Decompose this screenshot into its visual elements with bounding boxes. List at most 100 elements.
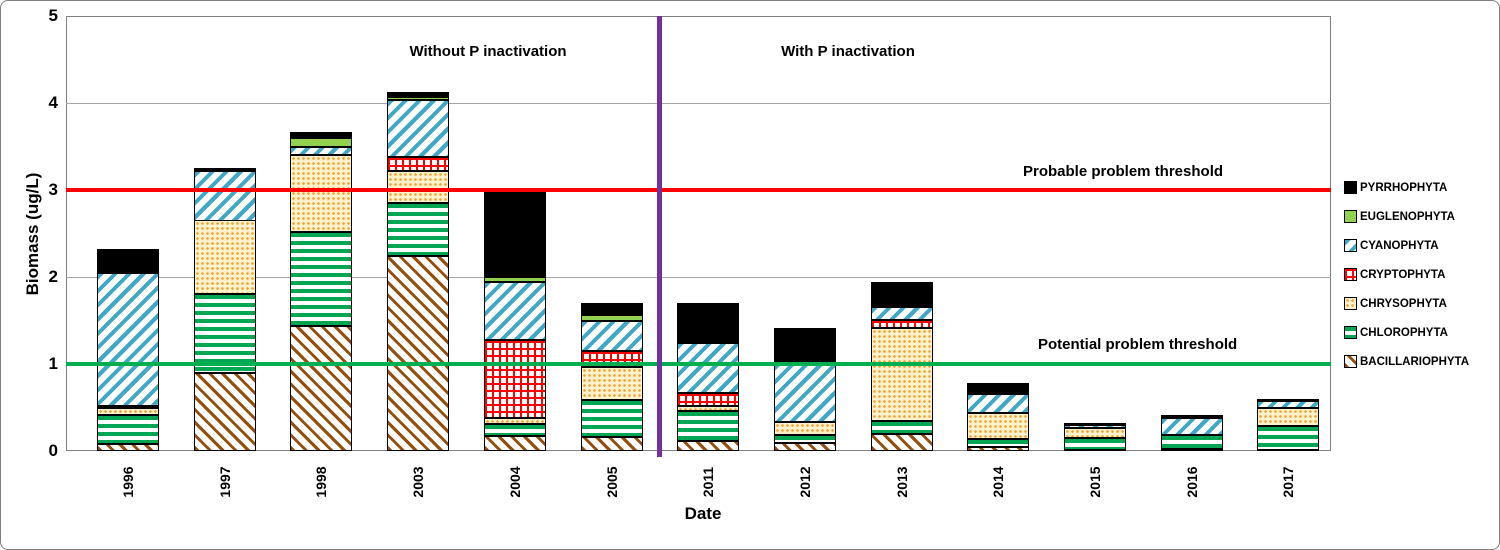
bar-segment-cryptophyta-2003 xyxy=(387,157,450,171)
legend-label: CHRYSOPHYTA xyxy=(1360,297,1447,310)
bar-segment-cyanophyta-2013 xyxy=(870,307,933,320)
bar-segment-chlorophyta-2016 xyxy=(1160,435,1223,450)
bar-segment-cryptophyta-1996 xyxy=(97,405,159,409)
section-label-without: Without P inactivation xyxy=(409,43,567,60)
x-tick-label-2003: 2003 xyxy=(410,466,427,498)
bar-2017 xyxy=(1257,16,1320,451)
bar-segment-pyrrhophyta-2013 xyxy=(870,282,933,308)
x-tick-label-2005: 2005 xyxy=(603,466,620,498)
bar-segment-pyrrhophyta-1998 xyxy=(290,131,353,138)
legend-swatch-chlorophyta xyxy=(1344,326,1357,339)
bar-segment-chlorophyta-1997 xyxy=(193,294,256,373)
period-divider-line xyxy=(657,16,662,457)
bar-segment-bacillariophyta-2011 xyxy=(677,440,740,451)
bar-segment-chrysophyta-2004 xyxy=(483,417,546,424)
bar-segment-chlorophyta-2005 xyxy=(580,399,643,438)
bar-segment-cyanophyta-1997 xyxy=(193,170,256,221)
bar-2003 xyxy=(387,16,450,451)
y-tick-label-4: 4 xyxy=(48,93,58,112)
bar-2016 xyxy=(1160,16,1223,451)
bar-segment-bacillariophyta-2004 xyxy=(483,436,546,451)
bar-segment-chlorophyta-2004 xyxy=(483,424,546,437)
bar-segment-chrysophyta-2015 xyxy=(1064,427,1126,438)
threshold-line-potential xyxy=(66,361,1331,367)
bar-segment-pyrrhophyta-2003 xyxy=(387,91,450,97)
bar-segment-pyrrhophyta-2011 xyxy=(677,303,740,341)
x-tick-label-2017: 2017 xyxy=(1280,466,1297,498)
bar-segment-chrysophyta-1997 xyxy=(193,220,256,295)
x-tick-label-1996: 1996 xyxy=(120,466,136,498)
y-tick-label-1: 1 xyxy=(48,354,58,373)
bar-segment-euglenophyta-2005 xyxy=(580,315,643,322)
bar-segment-bacillariophyta-1997 xyxy=(193,372,256,451)
bar-segment-chlorophyta-2013 xyxy=(870,420,933,434)
bar-segment-euglenophyta-2011 xyxy=(677,340,740,344)
bar-2004 xyxy=(483,16,546,451)
bar-segment-chlorophyta-2014 xyxy=(967,438,1030,447)
bar-segment-pyrrhophyta-2014 xyxy=(967,383,1030,394)
legend-item-pyrrhophyta: PYRRHOPHYTA xyxy=(1344,173,1469,202)
gridline-4 xyxy=(66,102,1331,104)
bar-segment-chlorophyta-1998 xyxy=(290,231,353,326)
bar-segment-bacillariophyta-1996 xyxy=(97,444,159,451)
y-tick-label-2: 2 xyxy=(48,267,58,286)
bar-segment-cyanophyta-2003 xyxy=(387,100,450,157)
bar-segment-pyrrhophyta-2012 xyxy=(773,328,836,364)
bar-segment-chrysophyta-2013 xyxy=(870,328,933,421)
bar-segment-cyanophyta-1998 xyxy=(290,146,353,156)
x-tick-label-1997: 1997 xyxy=(216,466,233,498)
bar-2014 xyxy=(967,16,1030,451)
bar-1996 xyxy=(97,16,159,451)
bar-segment-bacillariophyta-2014 xyxy=(967,446,1030,451)
bar-2012 xyxy=(773,16,836,451)
x-tick-label-2014: 2014 xyxy=(990,466,1007,498)
potential-threshold-label: Potential problem threshold xyxy=(1038,336,1238,353)
legend: PYRRHOPHYTA EUGLENOPHYTA CYANOPHYTA CRYPTOP… xyxy=(1344,173,1469,376)
bar-2013 xyxy=(870,16,933,451)
bar-2005 xyxy=(580,16,643,451)
legend-swatch-cryptophyta xyxy=(1344,268,1357,281)
legend-item-cyanophyta: CYANOPHYTA xyxy=(1344,231,1469,260)
bar-segment-cryptophyta-2013 xyxy=(870,319,933,329)
x-tick-label-2016: 2016 xyxy=(1183,466,1200,498)
bar-segment-cyanophyta-2011 xyxy=(677,343,740,393)
x-axis-title: Date xyxy=(684,504,722,523)
legend-label: BACILLARIOPHYTA xyxy=(1360,355,1470,368)
x-tick-label-2004: 2004 xyxy=(506,466,523,498)
y-tick-label-3: 3 xyxy=(48,180,58,199)
x-tick-label-2012: 2012 xyxy=(796,466,813,498)
bar-segment-chlorophyta-1996 xyxy=(97,415,159,444)
legend-label: PYRRHOPHYTA xyxy=(1360,181,1448,194)
y-axis-title: Biomass (ug/L) xyxy=(23,172,42,296)
bar-segment-chlorophyta-2012 xyxy=(773,434,836,444)
legend-swatch-cyanophyta xyxy=(1344,239,1357,252)
bar-segment-euglenophyta-2017 xyxy=(1257,398,1320,402)
bar-segment-chlorophyta-2011 xyxy=(677,411,740,441)
bar-segment-chlorophyta-2017 xyxy=(1257,425,1320,451)
bar-2011 xyxy=(677,16,740,451)
x-tick-label-2011: 2011 xyxy=(700,466,717,498)
bar-segment-chrysophyta-2003 xyxy=(387,170,450,203)
bar-segment-chlorophyta-2003 xyxy=(387,203,450,257)
legend-item-chrysophyta: CHRYSOPHYTA xyxy=(1344,289,1469,318)
bar-segment-pyrrhophyta-2016 xyxy=(1160,415,1223,418)
bar-segment-pyrrhophyta-2015 xyxy=(1064,423,1126,426)
gridline-2 xyxy=(66,276,1331,278)
bar-segment-cyanophyta-2004 xyxy=(483,282,546,340)
bar-segment-euglenophyta-2004 xyxy=(483,277,546,283)
legend-swatch-bacillariophyta xyxy=(1344,355,1357,368)
x-tick-label-1998: 1998 xyxy=(313,466,330,498)
bar-segment-pyrrhophyta-1996 xyxy=(97,249,159,273)
bar-segment-pyrrhophyta-2004 xyxy=(483,190,546,277)
legend-label: CRYPTOPHYTA xyxy=(1360,268,1446,281)
threshold-line-probable xyxy=(66,188,1331,192)
legend-swatch-chrysophyta xyxy=(1344,297,1357,310)
bar-segment-cyanophyta-2017 xyxy=(1257,401,1320,408)
bar-segment-cryptophyta-2011 xyxy=(677,392,740,406)
bar-segment-euglenophyta-1998 xyxy=(290,137,353,147)
bar-1998 xyxy=(290,16,353,451)
section-label-with: With P inactivation xyxy=(781,43,915,60)
bar-segment-cyanophyta-2014 xyxy=(967,393,1030,413)
bar-segment-bacillariophyta-1998 xyxy=(290,325,353,451)
